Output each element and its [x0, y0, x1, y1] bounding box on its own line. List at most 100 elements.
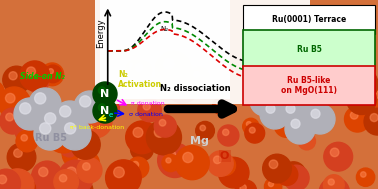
Circle shape: [35, 93, 46, 104]
Circle shape: [183, 152, 193, 163]
Circle shape: [214, 156, 221, 164]
Circle shape: [28, 72, 48, 93]
Circle shape: [30, 166, 61, 189]
Circle shape: [8, 176, 18, 186]
Circle shape: [166, 158, 171, 163]
Circle shape: [48, 69, 53, 74]
Circle shape: [127, 157, 149, 178]
Circle shape: [1, 169, 34, 189]
Circle shape: [189, 67, 209, 87]
Circle shape: [74, 91, 106, 123]
Circle shape: [147, 127, 169, 149]
Circle shape: [0, 175, 7, 184]
Circle shape: [370, 114, 378, 122]
Text: N₂
Activation: N₂ Activation: [118, 70, 162, 89]
Circle shape: [225, 163, 234, 173]
Circle shape: [154, 115, 176, 137]
Circle shape: [305, 104, 335, 134]
Circle shape: [173, 76, 183, 86]
Circle shape: [72, 150, 99, 177]
Circle shape: [155, 51, 191, 87]
Circle shape: [133, 128, 143, 137]
Text: Ru(0001) Terrace: Ru(0001) Terrace: [272, 15, 346, 24]
Circle shape: [20, 128, 25, 133]
Circle shape: [260, 99, 290, 129]
Circle shape: [105, 160, 141, 189]
Circle shape: [162, 154, 179, 172]
Circle shape: [305, 79, 310, 84]
Circle shape: [158, 143, 192, 177]
Circle shape: [361, 172, 366, 177]
Circle shape: [78, 104, 112, 138]
Text: Ru B5: Ru B5: [297, 45, 321, 54]
Circle shape: [143, 103, 150, 110]
Circle shape: [350, 111, 358, 119]
Circle shape: [154, 127, 165, 137]
Circle shape: [98, 87, 105, 94]
Circle shape: [40, 123, 51, 134]
FancyBboxPatch shape: [243, 66, 375, 105]
Polygon shape: [95, 0, 310, 104]
Circle shape: [46, 119, 80, 153]
Circle shape: [93, 82, 117, 106]
Circle shape: [132, 161, 139, 168]
Circle shape: [26, 67, 36, 76]
Circle shape: [223, 129, 229, 136]
FancyBboxPatch shape: [243, 5, 375, 34]
Circle shape: [136, 64, 142, 71]
Circle shape: [76, 111, 84, 119]
Circle shape: [0, 108, 26, 134]
Circle shape: [77, 158, 102, 183]
Circle shape: [276, 84, 285, 93]
Circle shape: [20, 103, 31, 114]
Circle shape: [270, 79, 300, 109]
Circle shape: [298, 133, 316, 150]
Circle shape: [263, 154, 291, 183]
Circle shape: [269, 160, 278, 169]
Circle shape: [268, 181, 274, 187]
Text: N: N: [101, 89, 110, 99]
Circle shape: [218, 157, 249, 188]
Text: O: O: [220, 151, 229, 161]
Circle shape: [21, 135, 28, 141]
Circle shape: [114, 167, 124, 178]
Circle shape: [285, 114, 315, 144]
Circle shape: [29, 88, 61, 120]
Circle shape: [0, 81, 4, 103]
Circle shape: [324, 142, 353, 171]
Circle shape: [22, 183, 27, 188]
Circle shape: [32, 161, 63, 189]
Circle shape: [166, 69, 200, 103]
Circle shape: [328, 179, 335, 185]
Circle shape: [14, 149, 22, 157]
Circle shape: [3, 66, 30, 94]
Circle shape: [208, 151, 233, 176]
Circle shape: [235, 180, 257, 189]
Text: Ru B5: Ru B5: [35, 133, 67, 143]
Text: σ donation: σ donation: [129, 112, 163, 117]
Circle shape: [249, 127, 255, 133]
Circle shape: [130, 138, 153, 161]
Circle shape: [131, 60, 152, 81]
Circle shape: [336, 77, 343, 84]
Circle shape: [39, 108, 71, 140]
Circle shape: [301, 89, 310, 98]
Circle shape: [287, 167, 294, 174]
Text: N₂: N₂: [160, 26, 168, 32]
Circle shape: [194, 71, 200, 77]
Circle shape: [58, 160, 93, 189]
Circle shape: [126, 121, 158, 154]
Circle shape: [70, 179, 93, 189]
Circle shape: [285, 74, 290, 79]
Circle shape: [48, 120, 57, 128]
Circle shape: [331, 72, 354, 96]
Circle shape: [324, 175, 344, 189]
Circle shape: [159, 119, 166, 126]
Circle shape: [196, 122, 214, 140]
Circle shape: [60, 138, 79, 157]
Circle shape: [284, 91, 291, 98]
Circle shape: [66, 167, 77, 177]
Circle shape: [58, 115, 92, 148]
Circle shape: [175, 146, 209, 180]
Circle shape: [353, 74, 363, 84]
